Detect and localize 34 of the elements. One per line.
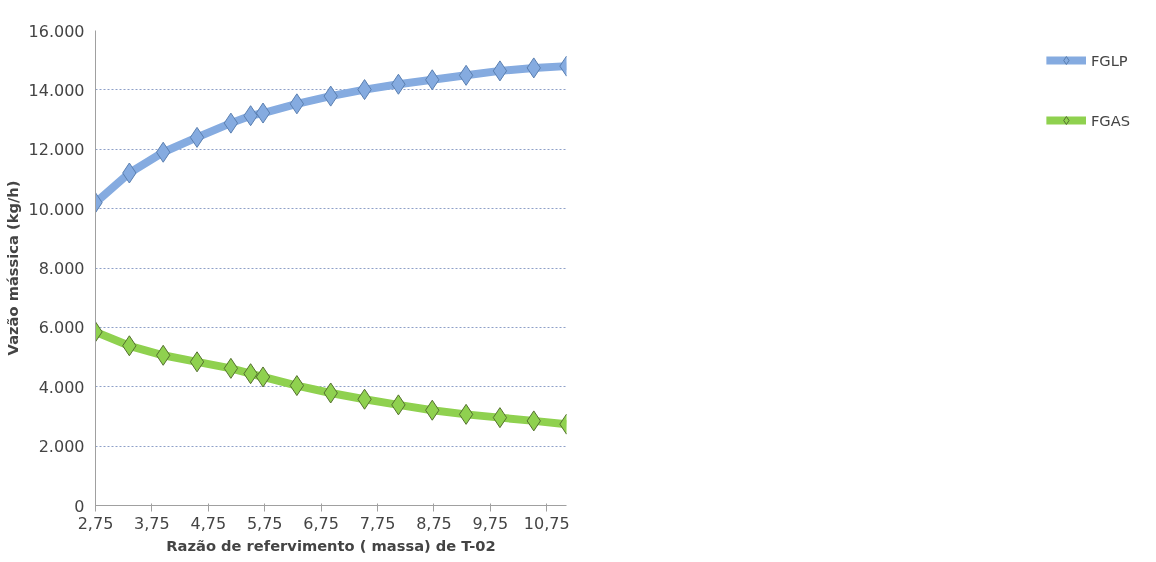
point (223, 112, 239, 134)
point (492, 407, 508, 429)
y-axis-title: Vazão mássica (kg/h) (3, 180, 21, 356)
point (492, 60, 508, 82)
y-tick-label: 12.000 (28, 140, 85, 160)
x-tick-label: 5,75 (246, 513, 283, 533)
y-tick-label: 14.000 (28, 80, 85, 100)
point (289, 93, 305, 115)
y-tick-label: 6.000 (38, 318, 85, 338)
point (255, 366, 271, 388)
y-tick-label: 0 (74, 496, 85, 516)
point (189, 126, 205, 148)
x-tick-label: 6,75 (303, 513, 339, 533)
x-tick-label: 10,75 (523, 513, 570, 533)
y-tick-label: 4.000 (38, 377, 85, 397)
x-tick-label: 4,75 (190, 513, 227, 533)
y-tick-label: 10.000 (28, 199, 85, 219)
point (289, 375, 305, 397)
point (458, 403, 474, 425)
y-tick-label: 8.000 (38, 259, 85, 278)
x-tick-label: 7,75 (359, 513, 396, 533)
point (255, 102, 271, 124)
y-tick-label: 16.000 (28, 21, 85, 41)
x-tick-label: 9,75 (472, 513, 509, 533)
x-axis-title: Razão de refervimento ( massa) de T-02 (166, 536, 496, 554)
point (223, 357, 239, 379)
point (458, 64, 474, 86)
x-tick-label: 2,75 (77, 513, 114, 533)
y-tick-label: 2.000 (38, 437, 85, 457)
x-tick-label: 8,75 (416, 513, 452, 533)
x-tick-label: 3,75 (134, 513, 170, 533)
point (189, 351, 205, 373)
legend-label: FGAS (1090, 111, 1130, 129)
legend-label: FGLP (1090, 51, 1128, 69)
